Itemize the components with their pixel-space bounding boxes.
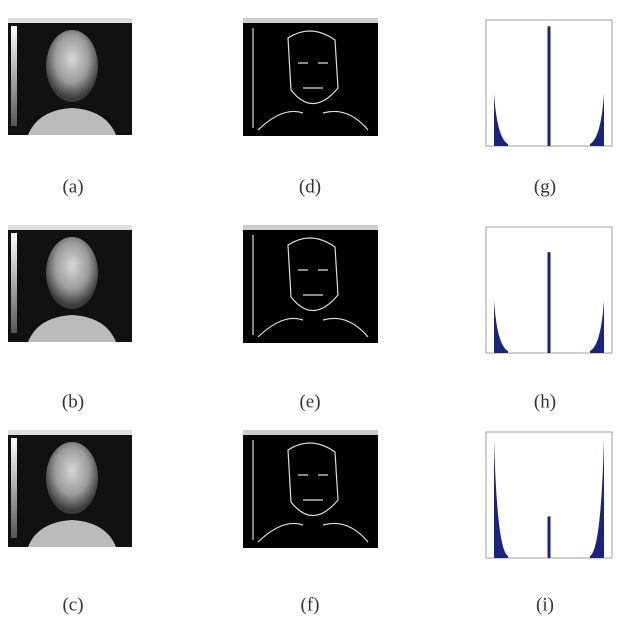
color-bar [11, 233, 17, 333]
edge-image [243, 18, 378, 136]
thermal-image [8, 225, 132, 342]
hist-left [494, 300, 508, 353]
hist-center [548, 516, 551, 558]
color-bar [11, 26, 17, 126]
header-strip [243, 18, 378, 23]
caption: (d) [299, 176, 321, 197]
caption: (e) [299, 391, 320, 412]
caption: (i) [536, 594, 554, 615]
caption: (f) [301, 594, 320, 615]
hist-left [494, 438, 508, 558]
header-strip [8, 430, 132, 435]
figure: (a) (d) (g) (b) (e) (h) (c) (f) (i) [0, 0, 628, 621]
header-strip [243, 430, 378, 435]
hist-center [548, 26, 551, 146]
caption: (a) [62, 176, 83, 197]
caption: (b) [62, 391, 84, 412]
edge-image [243, 225, 378, 343]
caption: (h) [534, 391, 556, 412]
histogram [486, 227, 612, 353]
caption: (g) [534, 176, 556, 197]
image-bg [243, 18, 378, 136]
thermal-image [8, 18, 132, 135]
hist-right [590, 93, 604, 146]
page: {"figure": {"rows": [["(a)", "(d)", "(g)… [0, 0, 628, 621]
header-strip [243, 225, 378, 230]
face [46, 30, 98, 102]
histogram [486, 20, 612, 146]
hist-right [590, 438, 604, 558]
hist-right [590, 300, 604, 353]
thermal-image [8, 430, 132, 547]
hist-center [548, 252, 551, 353]
hist-left [494, 93, 508, 146]
histogram [486, 432, 612, 558]
face [46, 442, 98, 514]
header-strip [8, 225, 132, 230]
caption: (c) [62, 594, 83, 615]
color-bar [11, 438, 17, 538]
image-bg [243, 430, 378, 548]
image-bg [243, 225, 378, 343]
edge-image [243, 430, 378, 548]
header-strip [8, 18, 132, 23]
face [46, 237, 98, 309]
